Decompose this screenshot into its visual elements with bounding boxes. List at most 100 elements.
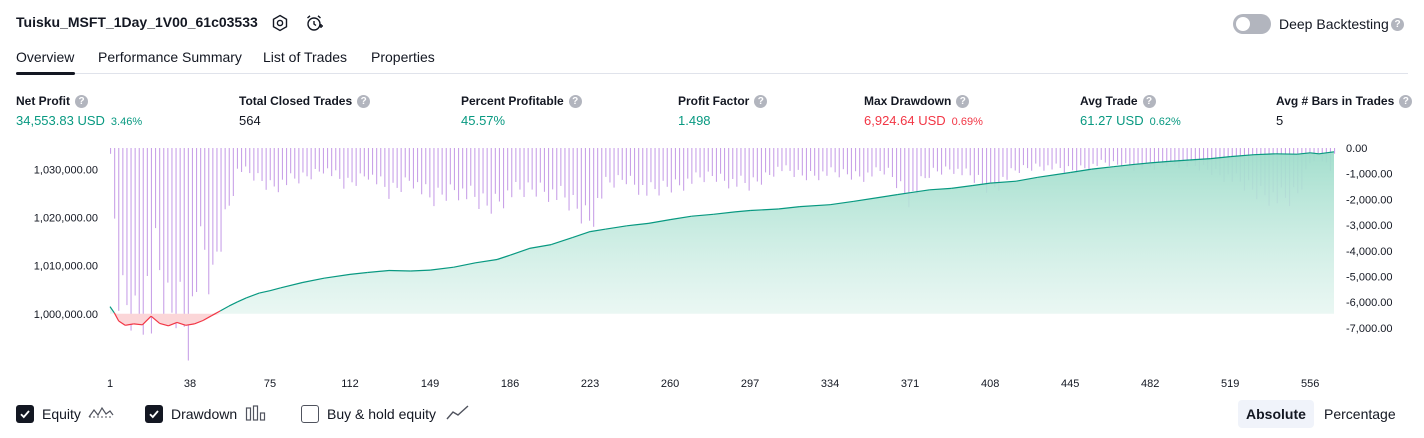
drawdown-bar [216, 148, 218, 252]
drawdown-bar [801, 148, 803, 176]
drawdown-bar [805, 148, 807, 181]
buy-hold-legend-label[interactable]: Buy & hold equity [327, 406, 436, 422]
drawdown-bar [306, 148, 308, 177]
drawdown-bar [511, 148, 513, 198]
metric-total-closed-trades-label: Total Closed Trades? [239, 94, 371, 108]
tab-performance-summary[interactable]: Performance Summary [98, 49, 242, 65]
tab-overview[interactable]: Overview [16, 49, 75, 65]
add-alert-icon[interactable] [303, 12, 325, 34]
drawdown-bar [1018, 148, 1020, 173]
drawdown-bar [556, 148, 558, 200]
drawdown-bar [576, 148, 578, 209]
equity-line-segment [168, 321, 178, 327]
x-axis-label: 556 [1301, 378, 1319, 390]
drawdown-bar [507, 148, 509, 191]
right-axis: 0.00 -1,000.00 -2,000.00 -3,000.00 -4,000.00… [1346, 143, 1392, 335]
x-axis-label: 149 [421, 378, 439, 390]
drawdown-bar [212, 148, 214, 265]
drawdown-bar [977, 148, 979, 175]
absolute-button[interactable]: Absolute [1238, 400, 1314, 428]
drawdown-bar [670, 148, 672, 193]
drawdown-checkbox[interactable] [145, 405, 163, 423]
equity-line-segment [1037, 171, 1071, 178]
equity-line-segment [605, 225, 627, 230]
drawdown-bar [1055, 148, 1057, 164]
metric-avg-trade-value: 61.27 USD 0.62% [1080, 113, 1181, 128]
equity-line-segment [141, 315, 152, 326]
drawdown-bar [523, 148, 525, 197]
drawdown-bar [404, 148, 406, 178]
equity-line-segment [496, 254, 511, 261]
equity-legend-label[interactable]: Equity [42, 406, 81, 422]
drawdown-bar [740, 148, 742, 176]
drawdown-bar [204, 148, 206, 250]
equity-line-segment [734, 209, 751, 213]
drawdown-bar [818, 148, 820, 181]
drawdown-bar [589, 148, 591, 221]
x-axis-label: 260 [661, 378, 679, 390]
drawdown-bar [458, 148, 460, 201]
drawdown-bar [543, 148, 545, 192]
tab-list-of-trades[interactable]: List of Trades [263, 49, 348, 65]
drawdown-bar [863, 148, 865, 182]
drawdown-bar [642, 148, 644, 185]
info-icon[interactable]: ? [357, 94, 371, 108]
info-icon[interactable]: ? [956, 94, 970, 108]
drawdown-bar [867, 148, 869, 173]
equity-checkbox[interactable] [16, 405, 34, 423]
equity-line-segment [1253, 153, 1276, 156]
drawdown-bar [1031, 148, 1033, 171]
deep-backtesting-toggle[interactable] [1233, 14, 1271, 34]
info-icon[interactable]: ? [754, 94, 768, 108]
info-icon[interactable]: ? [1399, 94, 1413, 108]
drawdown-legend-label[interactable]: Drawdown [171, 406, 238, 422]
drawdown-bar [474, 148, 476, 197]
drawdown-bar [1145, 148, 1147, 164]
drawdown-bar [662, 148, 664, 181]
settings-icon[interactable] [269, 12, 291, 34]
drawdown-bar [748, 148, 750, 191]
drawdown-bar [421, 148, 423, 195]
drawdown-bar [494, 148, 496, 194]
drawdown-bar [175, 148, 177, 329]
drawdown-bar [253, 148, 255, 181]
drawdown-bar [343, 148, 345, 189]
drawdown-bar [584, 148, 586, 206]
equity-line-segment [109, 306, 115, 314]
right-axis-label: -3,000.00 [1346, 220, 1392, 232]
drawdown-bar [208, 148, 210, 295]
drawdown-bar [1166, 148, 1168, 167]
equity-chart[interactable]: 1,030,000.00 1,020,000.00 1,010,000.00 1,00… [0, 140, 1424, 392]
drawdown-bar [842, 148, 844, 170]
equity-line-segment [211, 310, 221, 317]
drawdown-bar [981, 148, 983, 184]
drawdown-bar [470, 148, 472, 186]
help-icon[interactable]: ? [1391, 18, 1404, 31]
x-axis: 1 38 75 112 149 186 223 260 297 334 371 408 445 482 51… [107, 378, 1319, 390]
equity-line-segment [220, 305, 230, 312]
metric-avg-bars-label: Avg # Bars in Trades? [1276, 94, 1413, 108]
buy-hold-checkbox[interactable] [301, 405, 319, 423]
tab-properties[interactable]: Properties [371, 49, 435, 65]
drawdown-bar [986, 148, 988, 193]
equity-line-segment [778, 206, 800, 210]
info-icon[interactable]: ? [568, 94, 582, 108]
percentage-button[interactable]: Percentage [1324, 406, 1396, 422]
drawdown-bar [1051, 148, 1053, 170]
equity-line-segment [1091, 166, 1114, 170]
metric-max-drawdown-label: Max Drawdown? [864, 94, 970, 108]
info-icon[interactable]: ? [1142, 94, 1156, 108]
drawdown-bar [883, 148, 885, 175]
equity-line-segment [475, 258, 498, 264]
drawdown-bar [1141, 148, 1143, 169]
info-icon[interactable]: ? [75, 94, 88, 108]
drawdown-bar [810, 148, 812, 171]
drawdown-bar [580, 148, 582, 224]
drawdown-bar [482, 148, 484, 194]
drawdown-bar [568, 148, 570, 211]
equity-line-segment [228, 301, 238, 307]
equity-line-segment [194, 319, 204, 325]
drawdown-bar [994, 148, 996, 188]
drawdown-bar [1125, 148, 1127, 164]
drawdown-bar [973, 148, 975, 183]
